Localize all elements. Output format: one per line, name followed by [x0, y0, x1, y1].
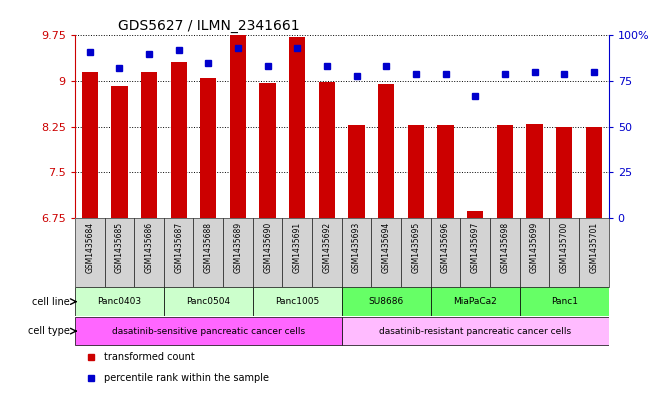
Bar [193, 218, 223, 287]
Bar [312, 218, 342, 287]
Text: GSM1435691: GSM1435691 [293, 222, 302, 273]
Bar [230, 35, 246, 218]
Text: cell type: cell type [27, 326, 70, 336]
Bar [319, 82, 335, 218]
Bar [75, 287, 164, 316]
Bar [342, 317, 609, 345]
Text: GSM1435684: GSM1435684 [85, 222, 94, 273]
Bar [519, 287, 609, 316]
Bar [378, 84, 395, 218]
Bar [200, 78, 217, 218]
Text: percentile rank within the sample: percentile rank within the sample [104, 373, 270, 383]
Bar [164, 287, 253, 316]
Bar [490, 218, 519, 287]
Text: GSM1435695: GSM1435695 [411, 222, 421, 273]
Bar [437, 125, 454, 218]
Bar [223, 218, 253, 287]
Text: GSM1435689: GSM1435689 [234, 222, 242, 273]
Bar [253, 287, 342, 316]
Bar [75, 218, 105, 287]
Bar [283, 218, 312, 287]
Text: GSM1435685: GSM1435685 [115, 222, 124, 273]
Text: GSM1435692: GSM1435692 [322, 222, 331, 273]
Bar [289, 37, 305, 218]
Bar [253, 218, 283, 287]
Text: GSM1435694: GSM1435694 [381, 222, 391, 273]
Text: dasatinib-sensitive pancreatic cancer cells: dasatinib-sensitive pancreatic cancer ce… [112, 327, 305, 336]
Text: GSM1435693: GSM1435693 [352, 222, 361, 273]
Bar [408, 125, 424, 218]
Bar [372, 218, 401, 287]
Text: Panc0403: Panc0403 [97, 297, 141, 306]
Bar [171, 62, 187, 218]
Bar [556, 127, 572, 218]
Bar [431, 218, 460, 287]
Text: GSM1435701: GSM1435701 [589, 222, 598, 273]
Bar [549, 218, 579, 287]
Bar [260, 83, 276, 218]
Bar [460, 218, 490, 287]
Bar [348, 125, 365, 218]
Text: dasatinib-resistant pancreatic cancer cells: dasatinib-resistant pancreatic cancer ce… [379, 327, 572, 336]
Bar [105, 218, 134, 287]
Bar [81, 72, 98, 218]
Text: GDS5627 / ILMN_2341661: GDS5627 / ILMN_2341661 [118, 19, 299, 33]
Bar [586, 127, 602, 218]
Text: MiaPaCa2: MiaPaCa2 [453, 297, 497, 306]
Bar [134, 218, 164, 287]
Bar [75, 317, 342, 345]
Bar [141, 72, 157, 218]
Bar [519, 218, 549, 287]
Text: GSM1435687: GSM1435687 [174, 222, 183, 273]
Bar [579, 218, 609, 287]
Text: Panc1: Panc1 [551, 297, 577, 306]
Bar [467, 211, 484, 218]
Text: GSM1435690: GSM1435690 [263, 222, 272, 273]
Text: cell line: cell line [32, 297, 70, 307]
Bar [342, 287, 431, 316]
Bar [497, 125, 513, 218]
Text: GSM1435700: GSM1435700 [560, 222, 569, 273]
Bar [527, 124, 543, 218]
Bar [164, 218, 193, 287]
Text: GSM1435697: GSM1435697 [471, 222, 480, 273]
Text: Panc0504: Panc0504 [186, 297, 230, 306]
Text: transformed count: transformed count [104, 352, 195, 362]
Bar [401, 218, 431, 287]
Text: GSM1435699: GSM1435699 [530, 222, 539, 273]
Text: SU8686: SU8686 [368, 297, 404, 306]
Bar [111, 86, 128, 218]
Bar [342, 218, 372, 287]
Text: GSM1435686: GSM1435686 [145, 222, 154, 273]
Text: GSM1435688: GSM1435688 [204, 222, 213, 273]
Text: GSM1435696: GSM1435696 [441, 222, 450, 273]
Text: GSM1435698: GSM1435698 [501, 222, 509, 273]
Text: Panc1005: Panc1005 [275, 297, 320, 306]
Bar [431, 287, 519, 316]
